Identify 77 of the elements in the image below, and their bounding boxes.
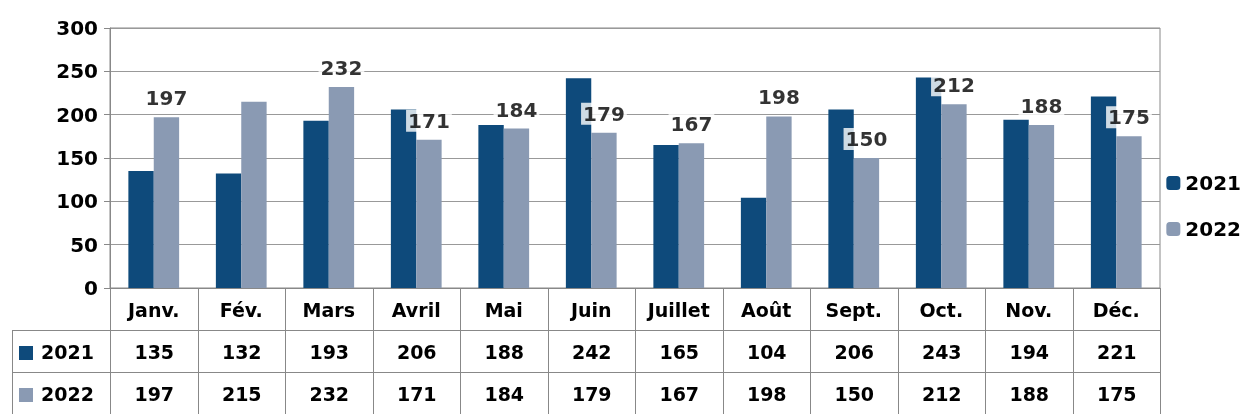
data-label: 206 bbox=[373, 330, 461, 373]
annotation: 188 bbox=[1020, 94, 1063, 119]
bar bbox=[1003, 119, 1029, 288]
x-tick-label: Mars bbox=[302, 298, 355, 321]
bar bbox=[128, 171, 154, 288]
bar bbox=[416, 139, 442, 288]
bar bbox=[153, 117, 180, 288]
data-label: 243 bbox=[898, 330, 986, 373]
bar bbox=[328, 86, 355, 288]
x-tick-label: Mai bbox=[484, 298, 523, 321]
data-label: 221 bbox=[1073, 330, 1161, 373]
x-tick-label: Avril bbox=[391, 298, 441, 321]
bar bbox=[478, 125, 504, 288]
x-tick-label: Nov. bbox=[1005, 298, 1053, 321]
data-label: 198 bbox=[723, 372, 811, 414]
x-tick-label: Août bbox=[741, 298, 792, 321]
y-tick-label: 150 bbox=[56, 146, 98, 170]
bar bbox=[678, 143, 705, 288]
annotation: 150 bbox=[845, 127, 888, 151]
bar bbox=[853, 158, 880, 288]
data-label: 150 bbox=[810, 372, 898, 414]
y-tick-label: 200 bbox=[56, 102, 98, 127]
bar bbox=[740, 197, 767, 288]
text: 2022 bbox=[41, 382, 94, 405]
data-label: 184 bbox=[460, 372, 548, 414]
annotation: 184 bbox=[495, 97, 538, 122]
x-tick-label: Sept. bbox=[825, 298, 882, 321]
data-label: 132 bbox=[198, 330, 286, 373]
data-label: 104 bbox=[723, 330, 811, 373]
bar bbox=[241, 101, 267, 288]
annotation: 175 bbox=[1108, 105, 1150, 130]
y-tick-label: 100 bbox=[56, 189, 98, 214]
bar bbox=[653, 145, 679, 288]
annotation: 171 bbox=[408, 108, 450, 133]
data-label: 232 bbox=[285, 372, 373, 414]
y-tick-label: 250 bbox=[56, 59, 98, 84]
data-label: 179 bbox=[548, 372, 636, 414]
annotation: 179 bbox=[583, 101, 625, 126]
data-label: 175 bbox=[1073, 372, 1161, 414]
data-label: 193 bbox=[285, 330, 373, 373]
x-tick-label: Juillet bbox=[645, 298, 710, 321]
data-label: 194 bbox=[985, 330, 1073, 373]
bar bbox=[215, 173, 242, 288]
bar bbox=[1116, 136, 1142, 288]
bar bbox=[303, 120, 329, 288]
data-label: 242 bbox=[548, 330, 636, 373]
data-label: 171 bbox=[373, 372, 461, 414]
x-tick-label: Fév. bbox=[219, 298, 263, 321]
x-tick-label: Juin bbox=[568, 298, 612, 321]
bar bbox=[1028, 125, 1055, 288]
annotation: 167 bbox=[670, 112, 713, 137]
data-label: 165 bbox=[635, 330, 723, 373]
data-label: 197 bbox=[110, 372, 198, 414]
bar bbox=[941, 104, 967, 288]
data-label: 206 bbox=[810, 330, 898, 373]
x-tick-label: Janv. bbox=[126, 298, 180, 321]
bar bbox=[503, 128, 530, 288]
data-label: 188 bbox=[460, 330, 548, 373]
y-tick-label: 0 bbox=[84, 276, 98, 300]
data-label: 212 bbox=[898, 372, 986, 414]
annotation: 232 bbox=[320, 55, 363, 80]
x-tick-label: Déc. bbox=[1092, 298, 1140, 321]
annotation: 212 bbox=[933, 73, 975, 98]
annotation: 197 bbox=[145, 86, 188, 111]
data-label: 188 bbox=[985, 372, 1073, 414]
annotation: 198 bbox=[758, 85, 800, 110]
data-label: 135 bbox=[110, 330, 198, 373]
x-tick-label: Oct. bbox=[919, 298, 964, 321]
data-label: 215 bbox=[198, 372, 286, 414]
text: 2021 bbox=[1185, 171, 1242, 195]
y-tick-label: 300 bbox=[56, 16, 98, 40]
y-tick-label: 50 bbox=[70, 232, 98, 257]
legend-label: 2022 bbox=[1185, 217, 1242, 241]
data-label: 167 bbox=[635, 372, 723, 414]
bar bbox=[591, 132, 617, 288]
bar bbox=[766, 116, 792, 288]
legend-label: 2021 bbox=[12, 330, 111, 373]
